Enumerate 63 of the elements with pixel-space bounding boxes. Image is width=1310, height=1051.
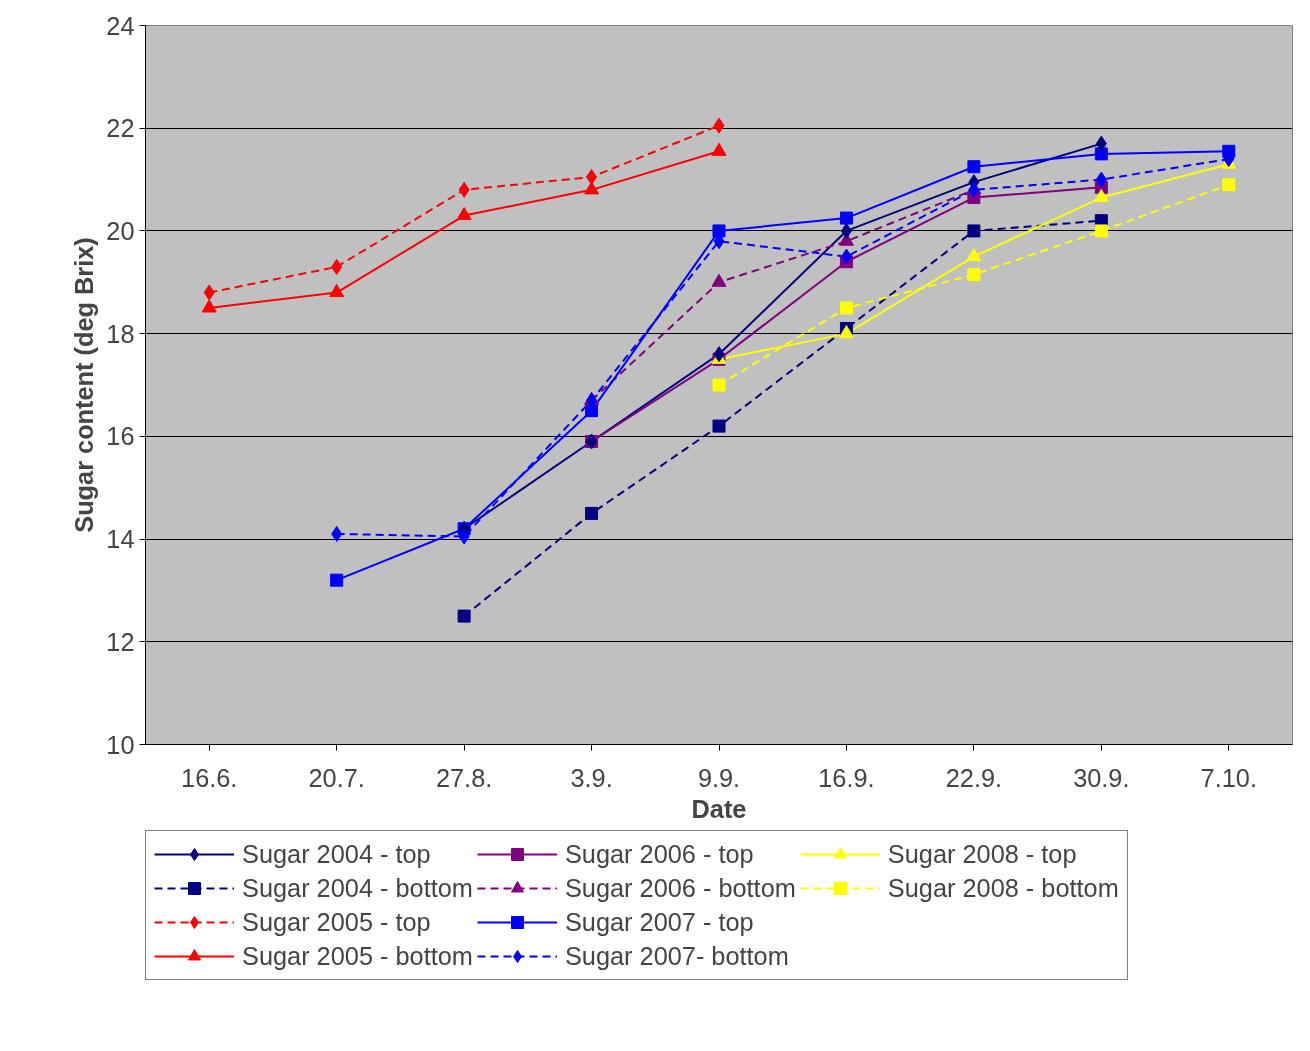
point	[1095, 171, 1107, 188]
y-tick-label: 14	[106, 525, 135, 554]
point	[839, 301, 853, 315]
y-tick-label: 16	[106, 422, 135, 451]
point	[456, 206, 472, 221]
point	[201, 299, 217, 313]
x-tick-label: 3.9.	[570, 763, 613, 792]
legend-label: Sugar 2006 - top	[564, 839, 754, 869]
point	[1094, 147, 1108, 161]
point	[840, 222, 852, 239]
point	[329, 283, 345, 298]
point	[1093, 188, 1109, 203]
y-axis-title: Sugar content (deg Brix)	[70, 237, 99, 533]
point	[458, 181, 470, 198]
y-tick-label: 22	[106, 114, 135, 143]
y-tick-label: 18	[106, 319, 135, 348]
legend-label: Sugar 2004 - top	[242, 839, 431, 869]
x-tick-label: 16.9.	[818, 763, 875, 792]
point	[458, 528, 470, 545]
point	[457, 609, 471, 623]
y-tick-label: 24	[106, 11, 135, 40]
point	[331, 525, 343, 542]
point	[330, 573, 344, 587]
point	[967, 160, 981, 174]
point	[967, 268, 981, 282]
x-tick-label: 7.10.	[1200, 763, 1257, 792]
legend-label: Sugar 2004 - bottom	[242, 873, 473, 903]
point	[712, 378, 726, 392]
legend-label: Sugar 2006 - bottom	[564, 873, 796, 903]
legend-label: Sugar 2008 - top	[887, 839, 1077, 869]
point	[585, 506, 599, 520]
x-tick-label: 16.6.	[181, 763, 238, 792]
point	[584, 181, 600, 195]
point	[713, 117, 725, 134]
legend-label: Sugar 2008 - bottom	[887, 873, 1119, 903]
x-tick-label: 22.9.	[945, 763, 1003, 792]
point	[1094, 224, 1108, 238]
point	[967, 224, 981, 238]
point	[1222, 178, 1236, 192]
point	[203, 284, 215, 301]
point	[966, 248, 982, 262]
point	[331, 258, 343, 275]
x-axis-title: Date	[691, 794, 747, 823]
legend-label: Sugar 2007- bottom	[564, 941, 789, 971]
legend-label: Sugar 2005 - bottom	[242, 941, 473, 971]
point	[586, 169, 598, 185]
x-tick-label: 27.8.	[435, 763, 493, 792]
point	[713, 346, 725, 363]
point	[712, 419, 726, 433]
legend-label: Sugar 2005 - top	[242, 907, 431, 937]
point	[1095, 135, 1107, 152]
y-tick-label: 12	[106, 627, 135, 656]
point	[711, 273, 727, 287]
point	[711, 142, 727, 156]
y-tick-label: 20	[106, 216, 135, 245]
x-tick-label: 9.9.	[697, 763, 741, 792]
x-tick-label: 20.7.	[308, 763, 365, 792]
y-tick-label: 10	[106, 730, 135, 759]
x-tick-label: 30.9.	[1073, 763, 1130, 792]
point	[839, 211, 853, 225]
legend-label: Sugar 2007 - top	[564, 907, 754, 937]
point	[712, 224, 726, 238]
point	[840, 248, 852, 265]
